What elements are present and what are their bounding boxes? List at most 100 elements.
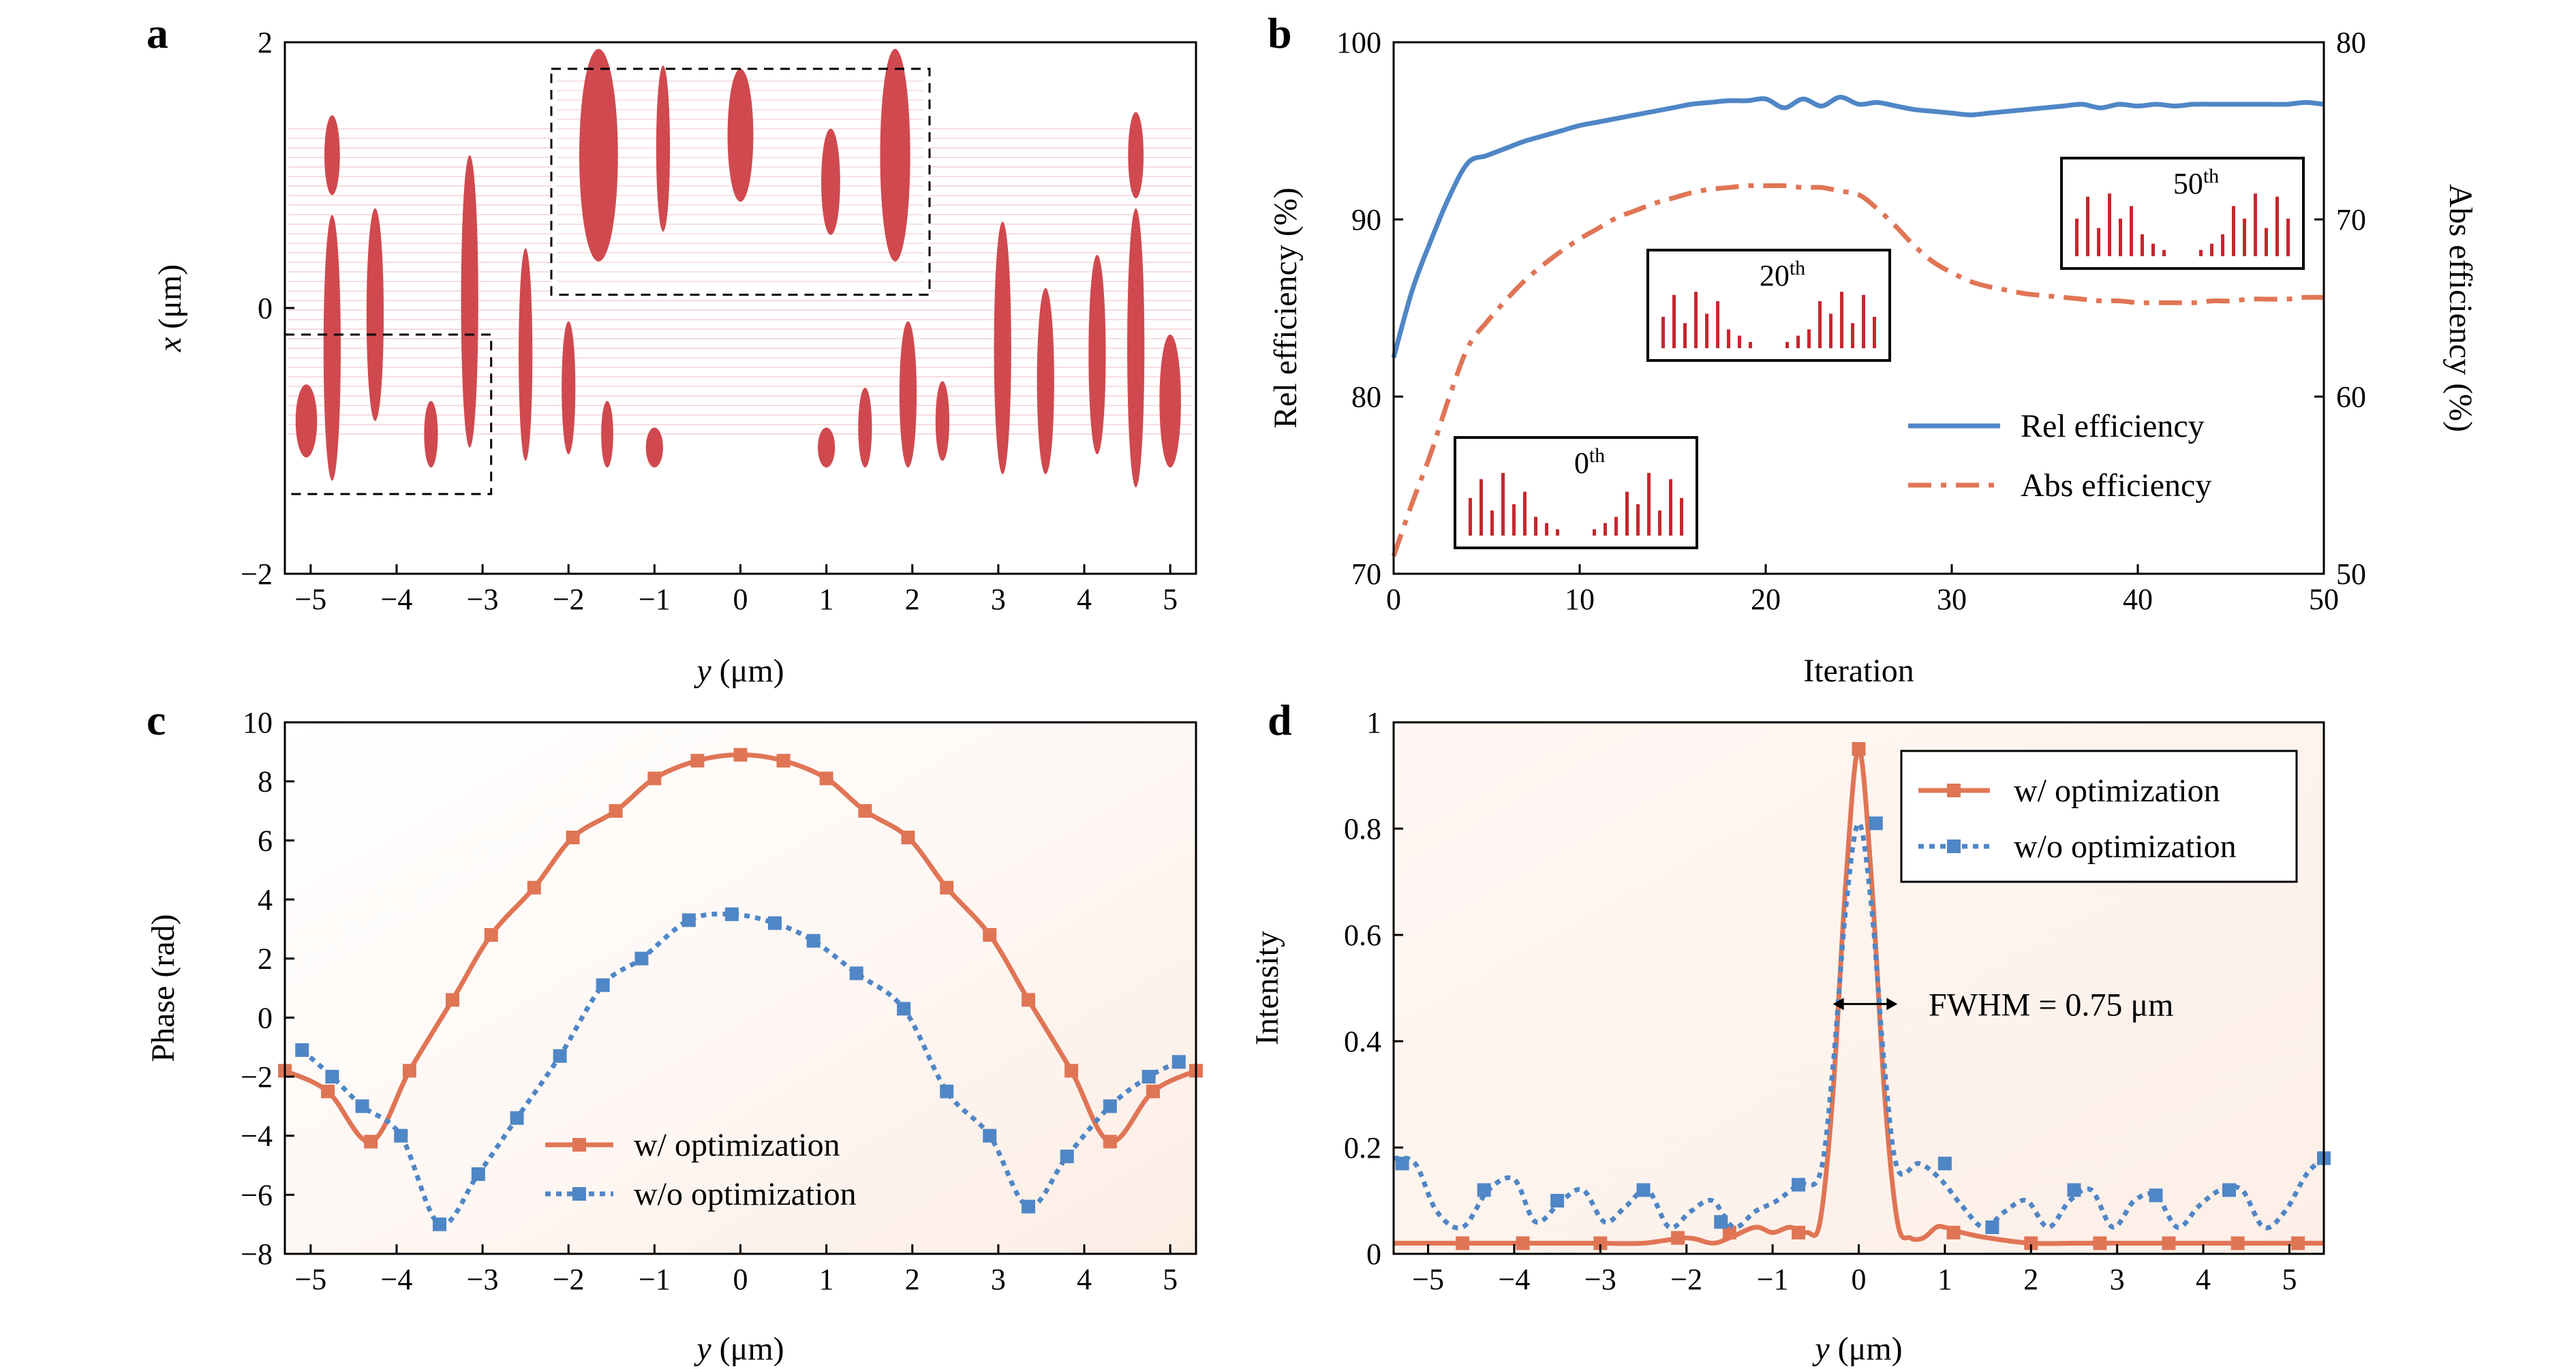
panel-d-optimized-marker bbox=[2230, 1236, 2245, 1250]
panel-b-x-tick-label: 0 bbox=[1386, 583, 1401, 616]
panel-b-inset-bar bbox=[2075, 218, 2079, 256]
panel-b-inset-bar bbox=[1694, 292, 1698, 348]
panel-b-inset-label-sup: th bbox=[1790, 257, 1805, 279]
panel-b-legend-abs-label: Abs efficiency bbox=[2021, 467, 2211, 504]
panel-d-optimized-marker bbox=[2093, 1236, 2107, 1250]
panel-c-unoptimized-marker bbox=[433, 1217, 447, 1231]
panel-b-y-right-tick-label: 70 bbox=[2336, 203, 2366, 236]
panel-a-nanostructure bbox=[324, 115, 340, 196]
panel-c-unoptimized-marker bbox=[596, 978, 610, 992]
panel-label-c: c bbox=[147, 696, 166, 744]
panel-b-inset-bar bbox=[1705, 313, 1708, 348]
panel-c-optimized-marker bbox=[733, 748, 748, 762]
panel-b-inset-bar bbox=[2151, 243, 2155, 256]
panel-d-optimized-marker bbox=[2162, 1236, 2176, 1250]
panel-a-nanostructure bbox=[461, 155, 478, 448]
panel-a-nanostructure bbox=[899, 321, 917, 467]
panel-b-inset-bar bbox=[1501, 473, 1505, 536]
panel-b-x-tick-label: 40 bbox=[2123, 583, 2153, 616]
panel-d-unoptimized-marker bbox=[2149, 1188, 2163, 1203]
panel-c-optimized-marker bbox=[321, 1084, 335, 1098]
panel-d-x-tick-label: 4 bbox=[2196, 1263, 2211, 1296]
panel-c-legend-unopt-label: w/o optimization bbox=[634, 1176, 857, 1212]
panel-c-legend-opt-label: w/ optimization bbox=[634, 1127, 840, 1163]
panel-b-inset-bar bbox=[1738, 335, 1741, 348]
panel-b-x-tick-label: 50 bbox=[2309, 583, 2339, 616]
panel-b-inset-bar bbox=[2221, 234, 2224, 256]
panel-b-inset-bar bbox=[1604, 523, 1607, 536]
panel-d-x-axis-label: y (μm) bbox=[1811, 1331, 1902, 1367]
panel-d-unoptimized-marker bbox=[1985, 1220, 1999, 1234]
panel-d-y-tick-label: 0.6 bbox=[1344, 919, 1381, 952]
panel-b-y-right-tick-label: 80 bbox=[2336, 26, 2366, 59]
panel-b-inset-bar bbox=[1796, 335, 1800, 348]
panel-c-y-tick-label: 8 bbox=[258, 765, 273, 799]
panel-b-inset-label: 20th bbox=[1760, 257, 1805, 293]
panel-b-inset-bar bbox=[1534, 517, 1537, 536]
panel-a-x-axis-label-var: y bbox=[693, 653, 711, 689]
panel-c-y-tick-label: 4 bbox=[258, 883, 273, 917]
panel-b-inset-bar bbox=[2141, 234, 2144, 256]
panel-b-inset-box bbox=[1646, 249, 1891, 362]
panel-d-x-tick-label: −1 bbox=[1757, 1263, 1789, 1296]
panel-a-zoom-nanostructure bbox=[821, 128, 840, 235]
panel-b-frame bbox=[1392, 41, 2325, 575]
panel-b-inset-bar bbox=[2097, 228, 2100, 256]
panel-d-unoptimized-marker bbox=[1937, 1156, 1952, 1171]
panel-c-unoptimized-marker bbox=[355, 1099, 369, 1113]
panel-b-y-axis-label: Rel efficiency (%) bbox=[1268, 187, 1304, 429]
panel-b-inset-bar bbox=[2130, 206, 2133, 256]
panel-a-x-tick-label: −1 bbox=[639, 583, 671, 616]
panel-c-unoptimized-marker bbox=[940, 1084, 954, 1098]
panel-d-y-tick-label: 1 bbox=[1366, 706, 1381, 739]
panel-d-unoptimized-marker bbox=[1869, 816, 1883, 831]
panel-c-unoptimized-marker bbox=[394, 1128, 408, 1143]
panel-b-inset-bar bbox=[1512, 504, 1516, 536]
panel-b-inset-bar bbox=[2162, 249, 2166, 256]
panel-a-x-tick-label: 2 bbox=[905, 583, 920, 616]
panel-a-nanostructure bbox=[858, 388, 872, 467]
panel-d-optimized-marker bbox=[1852, 742, 1866, 756]
panel-c-y-tick-label: 0 bbox=[258, 1001, 273, 1034]
panel-b-inset-bar bbox=[1680, 497, 1683, 536]
panel-b-inset-bar bbox=[1556, 529, 1559, 536]
panel-d-legend-opt-label: w/ optimization bbox=[2014, 773, 2220, 809]
panel-a-zoom-nanostructure bbox=[579, 48, 618, 262]
panel-a-x-tick-label: 4 bbox=[1077, 583, 1092, 616]
panel-a-nanostructure bbox=[1037, 288, 1054, 474]
panel-c-unoptimized-marker bbox=[1103, 1099, 1117, 1113]
panel-d-optimized-marker bbox=[1456, 1236, 1470, 1250]
panel-d-optimized-marker bbox=[1792, 1225, 1806, 1240]
panel-d-x-tick-label: 1 bbox=[1937, 1263, 1952, 1296]
panel-c-x-tick-label: 1 bbox=[819, 1263, 834, 1296]
panel-a-selection-box bbox=[283, 333, 493, 495]
panel-c-optimized-marker bbox=[1146, 1084, 1160, 1098]
panel-c-optimized-marker bbox=[983, 928, 997, 942]
panel-b-inset-bar bbox=[2210, 243, 2213, 256]
panel-a-nanostructure bbox=[424, 401, 438, 467]
panel-b-abs-efficiency-line bbox=[1391, 183, 2325, 557]
panel-c-y-tick-label: −8 bbox=[241, 1237, 273, 1271]
panel-c-unoptimized-marker bbox=[849, 966, 863, 981]
panel-c-x-tick-label: 5 bbox=[1163, 1263, 1178, 1296]
panel-c-x-tick-label: −3 bbox=[467, 1263, 499, 1296]
panel-c-legend-unopt-marker bbox=[572, 1187, 586, 1201]
panel-a-nanostructure bbox=[1159, 335, 1181, 467]
panel-b-inset-bar bbox=[1614, 517, 1618, 536]
panel-a-zoom-nanostructure bbox=[656, 65, 671, 232]
panel-c-x-axis-label: y (μm) bbox=[693, 1331, 784, 1367]
panel-a-x-tick-label: −3 bbox=[467, 583, 499, 616]
panel-c-unoptimized-marker bbox=[1171, 1055, 1186, 1069]
panel-c-plot-bg bbox=[285, 722, 1196, 1254]
panel-a-x-tick-label: −4 bbox=[381, 583, 413, 616]
panel-b-inset-bar bbox=[1873, 317, 1876, 348]
panel-a-x-tick-label: 1 bbox=[819, 583, 834, 616]
panel-c-y-tick-label: −4 bbox=[241, 1120, 273, 1153]
panel-c-optimized-marker bbox=[819, 771, 833, 786]
panel-d-unoptimized-marker bbox=[1395, 1156, 1409, 1171]
panel-a-y-axis-label-var: x bbox=[152, 337, 188, 352]
panel-c-y-tick-label: 2 bbox=[258, 942, 273, 976]
panel-b-inset-bar bbox=[1807, 329, 1811, 348]
panel-c-x-axis-label-rest: (μm) bbox=[711, 1331, 784, 1367]
